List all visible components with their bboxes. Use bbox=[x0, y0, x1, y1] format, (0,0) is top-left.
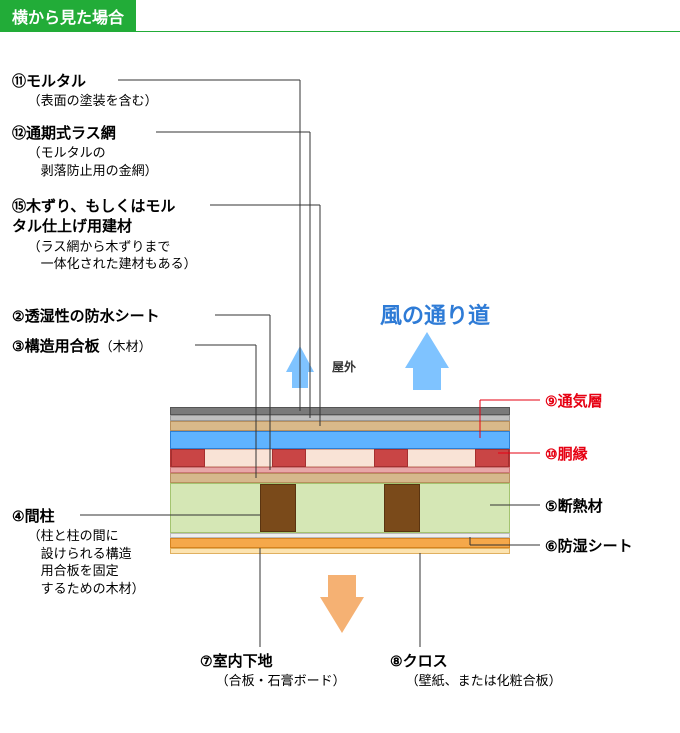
cross-section bbox=[170, 407, 510, 554]
layer-insulation bbox=[170, 483, 510, 533]
label-8: ⑧クロス （壁紙、または化粧合板） bbox=[390, 652, 562, 690]
label-5: ⑤断熱材 bbox=[545, 497, 603, 517]
layer-mortar bbox=[170, 407, 510, 415]
layer-furring bbox=[170, 449, 510, 467]
outside-label: 屋外 bbox=[332, 358, 356, 375]
header-title: 横から見た場合 bbox=[0, 0, 136, 32]
label-2: ②透湿性の防水シート bbox=[12, 307, 160, 327]
label-10: ⑩胴縁 bbox=[545, 445, 588, 465]
arrow-up-big bbox=[405, 332, 449, 368]
wind-path-label: 風の通り道 bbox=[380, 298, 490, 330]
header-bar: 横から見た場合 bbox=[0, 0, 680, 32]
label-4: ④間柱 （柱と柱の間に 設けられる構造 用合板を固定 するための木材） bbox=[12, 507, 145, 597]
label-6: ⑥防湿シート bbox=[545, 537, 633, 557]
label-12: ⑫通期式ラス網 （モルタルの 剥落防止用の金網） bbox=[12, 124, 158, 179]
label-3: ③構造用合板（木材） bbox=[12, 337, 152, 357]
label-9: ⑨通気層 bbox=[545, 392, 603, 412]
label-7: ⑦室内下地 （合板・石膏ボード） bbox=[200, 652, 346, 690]
layer-air-gap bbox=[170, 431, 510, 449]
layer-structural-plywood bbox=[170, 473, 510, 483]
label-15: ⑮木ずり、もしくはモル タル仕上げ用建材 （ラス網から木ずりまで 一体化された建… bbox=[12, 197, 212, 273]
layer-inner-base bbox=[170, 538, 510, 548]
diagram-container: ⑪モルタル （表面の塗装を含む） ⑫通期式ラス網 （モルタルの 剥落防止用の金網… bbox=[0, 32, 680, 697]
label-11: ⑪モルタル （表面の塗装を含む） bbox=[12, 72, 158, 110]
stud bbox=[384, 484, 420, 532]
arrow-up-small bbox=[286, 346, 314, 372]
layer-wood-strip bbox=[170, 421, 510, 431]
layer-cloth bbox=[170, 548, 510, 554]
arrow-down bbox=[320, 597, 364, 633]
stud bbox=[260, 484, 296, 532]
